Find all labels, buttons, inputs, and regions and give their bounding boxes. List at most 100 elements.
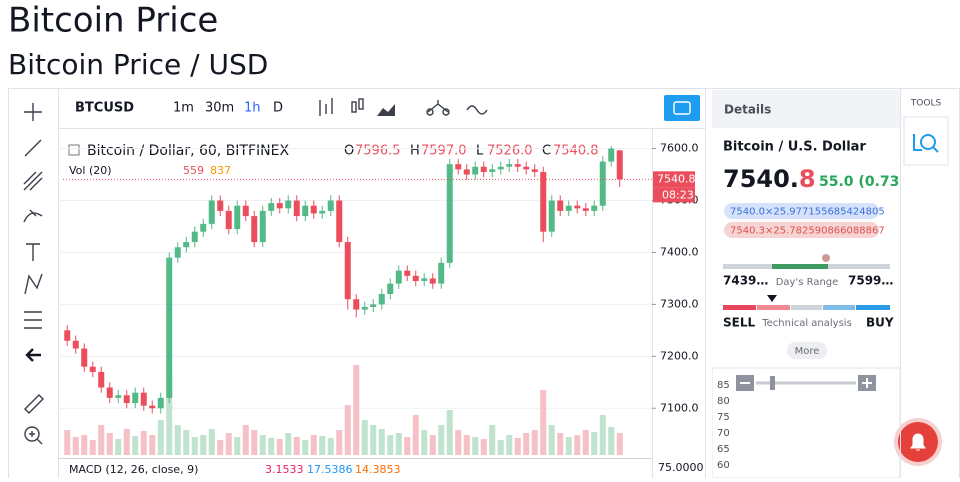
mini-tick-label: 75 [717, 412, 730, 423]
volume-bar [429, 435, 436, 455]
candle-body [132, 392, 139, 404]
search-icon-handle [913, 134, 939, 153]
volume-bar [319, 436, 326, 455]
y-tick-label: 7600.0 [660, 142, 699, 155]
candle-body [319, 210, 326, 214]
volume-bar [455, 430, 462, 455]
candle-body [463, 169, 470, 175]
ohlc-value: 7597.0 [421, 144, 467, 159]
volume-bar [353, 365, 360, 455]
volume-bar [591, 432, 598, 455]
volume-bar [438, 425, 445, 455]
mini-tick-label: 60 [717, 460, 730, 471]
candle-body [599, 161, 606, 206]
volume-bar [115, 439, 122, 455]
tools-tab[interactable] [903, 116, 949, 166]
snapshot-button[interactable] [664, 95, 700, 121]
volume-bar [174, 425, 181, 455]
volume-bar [123, 429, 130, 455]
candle-body [540, 171, 547, 232]
ohlc-key: C [542, 144, 551, 159]
ask: 7540.3×25.782590866088867 [730, 226, 885, 237]
candle-body [72, 340, 79, 349]
range-marker [822, 254, 830, 262]
candle-body [81, 348, 88, 367]
volume-bar [574, 435, 581, 455]
macd-value: 3.1533 [265, 463, 304, 476]
instrument-name: Bitcoin / U.S. Dollar [723, 140, 866, 155]
interval-button[interactable]: D [273, 101, 283, 116]
range-low: 7439… [723, 274, 768, 288]
candle-body [395, 270, 402, 284]
candle-body [123, 395, 130, 404]
volume-bar [166, 375, 173, 455]
ask-pill [724, 222, 879, 238]
candle-body [378, 294, 385, 305]
candle-body [531, 169, 538, 172]
drawing-tools[interactable] [23, 103, 44, 445]
candle-body [412, 275, 419, 282]
candle-body [140, 392, 147, 406]
price-last-digit: 8 [799, 165, 816, 193]
volume-bar [506, 435, 513, 455]
collapse-icon[interactable] [68, 144, 80, 156]
symbol[interactable]: BTCUSD [75, 101, 134, 116]
volume-bar [89, 440, 96, 455]
candle-body [293, 200, 300, 217]
volume-bar [599, 415, 606, 455]
candle-body [497, 166, 504, 170]
volume-bar [310, 435, 317, 455]
range-fill [772, 264, 828, 269]
zoom-thumb[interactable] [770, 376, 775, 390]
candle-body [616, 150, 623, 180]
candle-body [574, 205, 581, 209]
volume-bar [523, 433, 530, 455]
volume-bar [497, 440, 504, 455]
more-label[interactable]: More [795, 346, 820, 357]
candle-body [234, 205, 241, 230]
volume-bar [514, 438, 521, 455]
candle-body [208, 200, 215, 224]
volume-bar [531, 430, 538, 455]
volume-bar [191, 437, 198, 455]
more-button[interactable] [787, 342, 827, 359]
volume-bar [395, 433, 402, 455]
volume-bar [285, 433, 292, 455]
candle-body [89, 366, 96, 372]
tech-weak-sell [757, 305, 790, 310]
candle-body [446, 164, 453, 263]
page-title: Bitcoin Price [8, 1, 218, 41]
candle-body [438, 262, 445, 284]
volume-bar [251, 430, 258, 455]
volume-bar [616, 433, 623, 455]
volume-bar [302, 440, 309, 455]
volume-bar [293, 437, 300, 455]
interval-button[interactable]: 1h [244, 101, 261, 116]
volume-label: Vol (20) [69, 164, 112, 177]
candle-body [608, 148, 615, 162]
y-tick-label: 7100.0 [660, 401, 699, 414]
candle-body [421, 278, 428, 282]
y-tick-label: 7400.0 [660, 245, 699, 258]
candle-body [200, 223, 207, 232]
volume-bar [582, 430, 589, 455]
candle-body [98, 371, 105, 388]
chart-style-icons[interactable] [319, 98, 488, 116]
last-price: 7540.8 [723, 165, 816, 193]
candle-body [523, 166, 530, 170]
interval-button[interactable]: 1m [173, 101, 194, 116]
y-tick-label: 7200.0 [660, 349, 699, 362]
volume-bar [208, 429, 215, 455]
range-label: Day's Range [776, 277, 839, 288]
ohlc-key: O [344, 144, 354, 159]
candle-body [251, 216, 258, 243]
y-tick-label: 7300.0 [660, 297, 699, 310]
volume-bar [404, 437, 411, 455]
volume-bar [557, 433, 564, 455]
price-change: 55.0 (0.73%) [819, 174, 920, 190]
countdown-box [653, 187, 695, 203]
interval-button[interactable]: 30m [205, 101, 234, 116]
bid: 7540.0×25.977155685424805 [730, 207, 885, 218]
candle-body [157, 397, 164, 409]
